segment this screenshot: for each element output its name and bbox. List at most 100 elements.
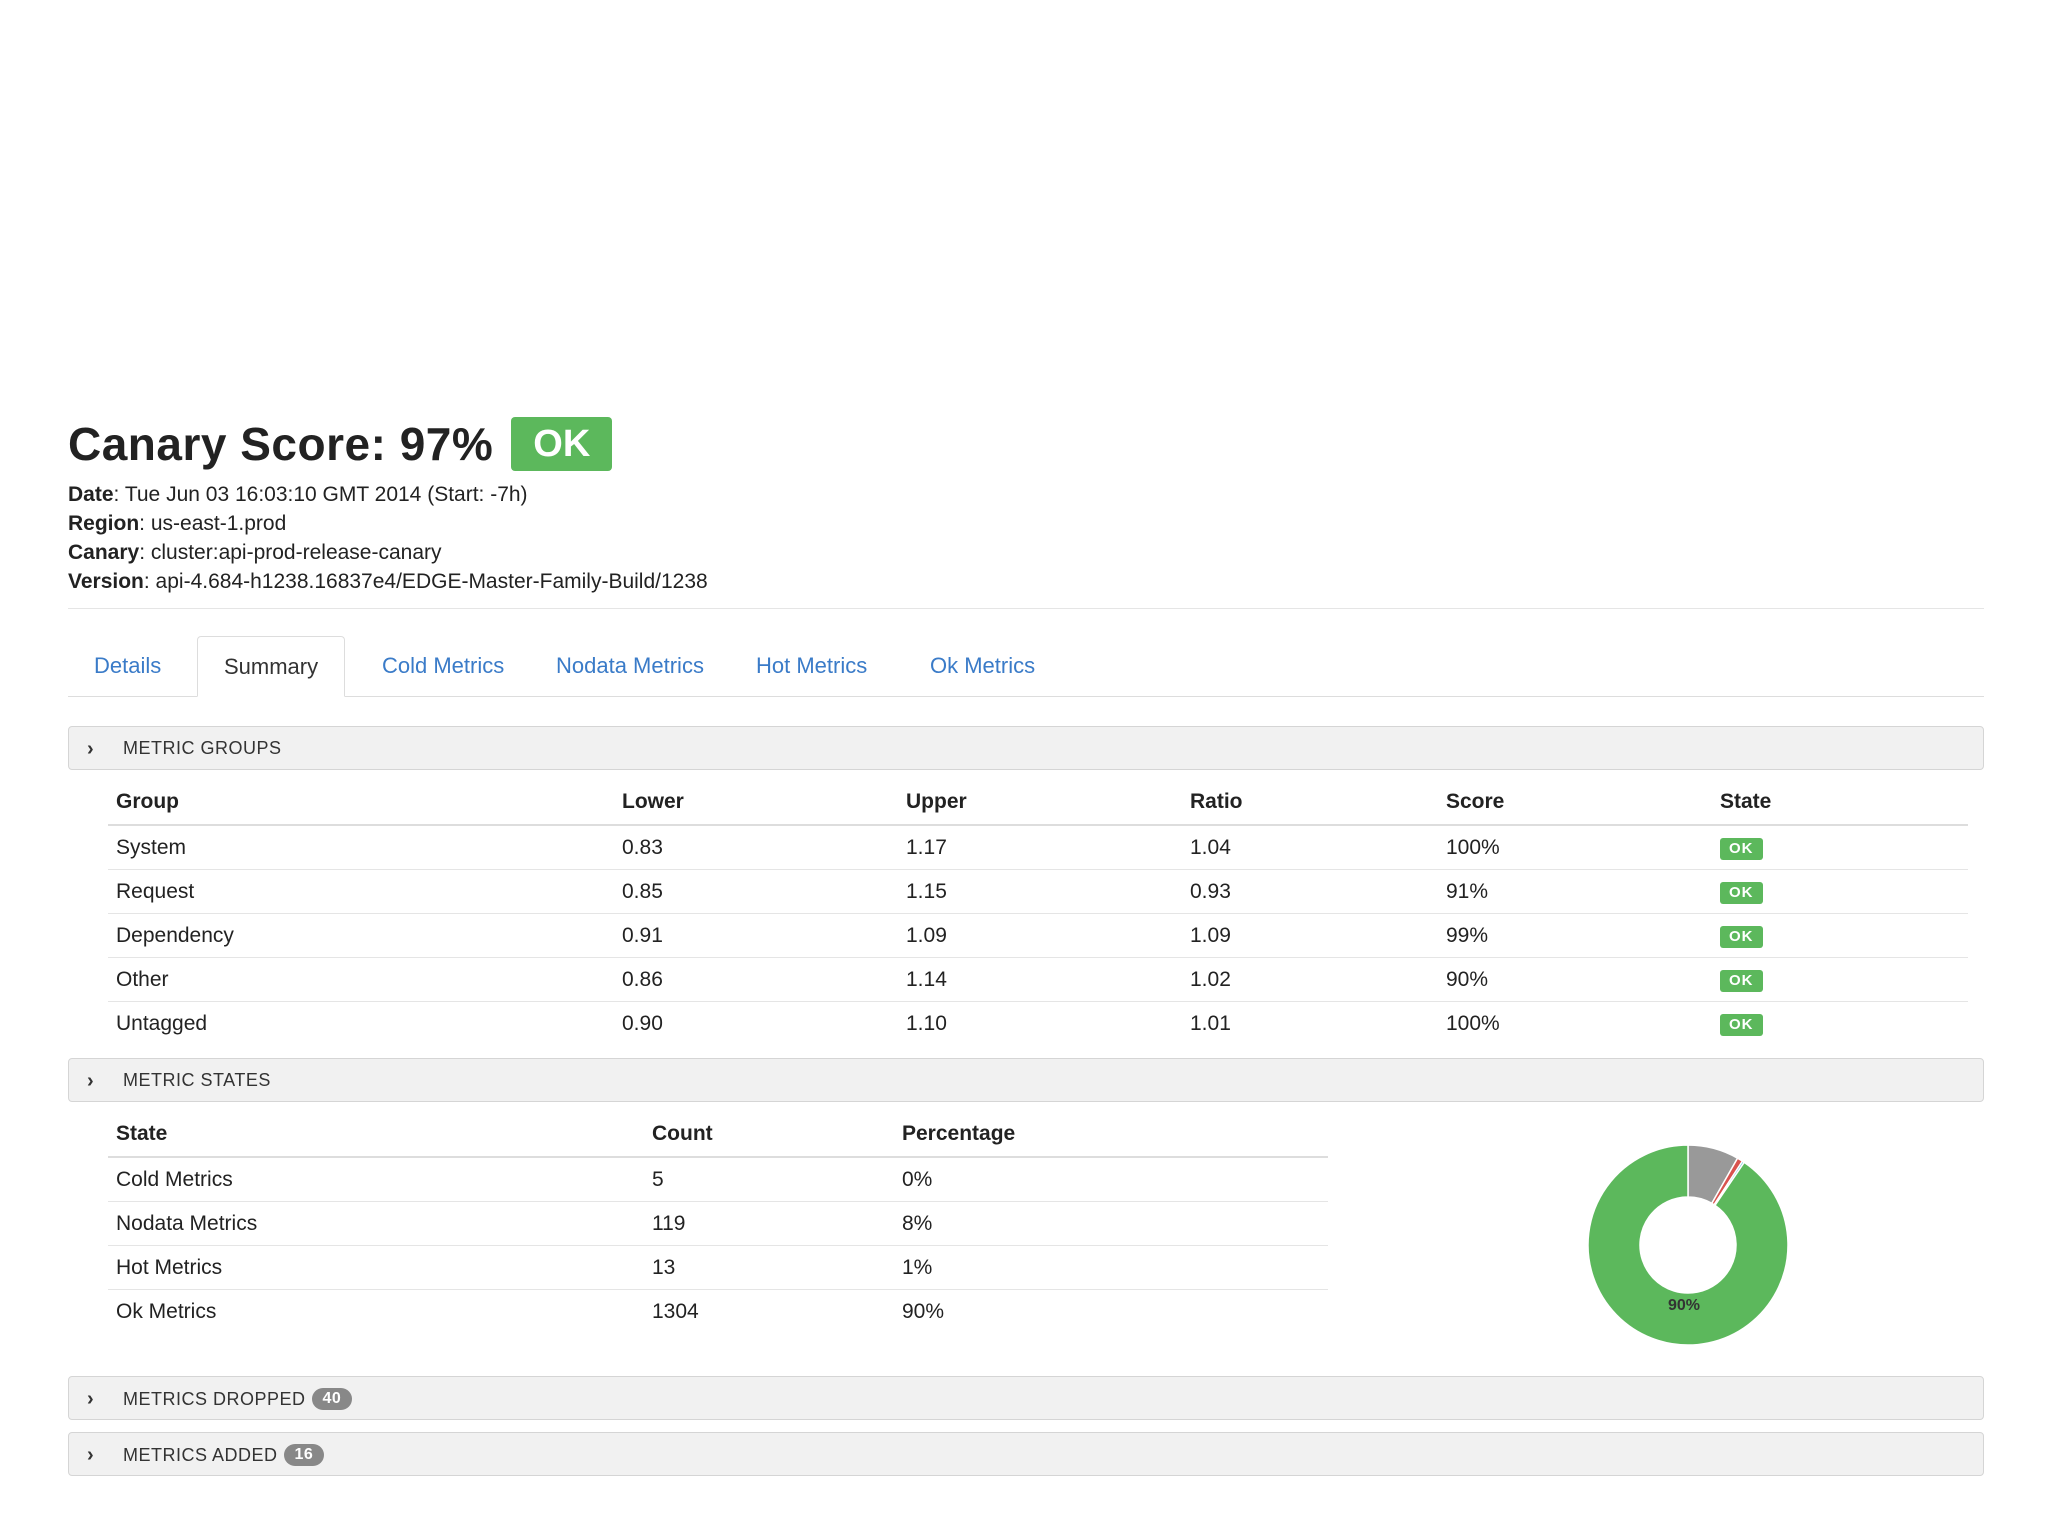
score-cell: 91%: [1438, 869, 1712, 914]
group-cell: Other: [108, 957, 614, 1002]
table-row: Hot Metrics 13 1%: [108, 1245, 1328, 1290]
table-row: Nodata Metrics 119 8%: [108, 1201, 1328, 1246]
percentage-cell: 8%: [894, 1201, 1328, 1246]
upper-cell: 1.09: [898, 913, 1182, 958]
count-cell: 119: [644, 1201, 894, 1246]
table-row: Other 0.86 1.14 1.02 90% OK: [108, 957, 1968, 1002]
column-header: Percentage: [894, 1112, 1328, 1158]
column-header: Upper: [898, 780, 1182, 826]
panel-title: METRICS DROPPED: [123, 1388, 306, 1409]
group-cell: Untagged: [116, 1011, 208, 1035]
tab-ok-metrics[interactable]: Ok Metrics: [930, 653, 1036, 678]
upper-cell: 1.15: [898, 869, 1182, 914]
percentage-cell: 1%: [894, 1245, 1328, 1290]
count-cell: 13: [644, 1245, 894, 1290]
meta-key: Version: [68, 570, 144, 593]
meta-value: api-4.684-h1238.16837e4/EDGE-Master-Fami…: [149, 570, 708, 593]
state-cell: OK: [1712, 825, 1968, 870]
table-header-row: Group Lower Upper Ratio Score State: [108, 780, 1968, 826]
status-badge: OK: [1720, 926, 1763, 948]
meta-key: Region: [68, 512, 140, 535]
state-cell: Nodata Metrics: [108, 1201, 644, 1246]
score-cell: 90%: [1438, 957, 1712, 1002]
metric-states-donut: 90%: [1587, 1144, 1789, 1346]
ratio-cell: 1.02: [1182, 957, 1438, 1002]
group-cell: System: [108, 825, 614, 870]
group-cell: Dependency: [108, 913, 614, 958]
percentage-cell: 0%: [894, 1157, 1328, 1202]
state-cell: OK: [1712, 913, 1968, 958]
column-header: Group: [108, 780, 614, 826]
report-meta: Date: Tue Jun 03 16:03:10 GMT 2014 (Star…: [68, 480, 708, 596]
metric-groups-table: Group Lower Upper Ratio Score State Syst…: [108, 780, 1968, 1045]
score-cell: 100%: [1438, 825, 1712, 870]
panel-title-group: METRICS DROPPED 40: [123, 1388, 353, 1410]
column-header: Score: [1438, 780, 1712, 826]
table-row: Untagged 0.90 1.10 1.01 100% OK: [108, 1002, 1968, 1046]
chevron-right-icon: ›: [87, 1444, 94, 1466]
lower-cell: 0.86: [614, 957, 898, 1002]
tab-hot-metrics[interactable]: Hot Metrics: [756, 653, 868, 678]
title-row: Canary Score: 97% OK: [68, 412, 613, 476]
ratio-cell: 1.09: [1182, 913, 1438, 958]
upper-cell: 1.17: [898, 825, 1182, 870]
upper-cell: 1.14: [898, 957, 1182, 1002]
table-row: Cold Metrics 5 0%: [108, 1157, 1328, 1202]
state-cell: OK: [1712, 869, 1968, 914]
status-badge: OK: [1720, 838, 1763, 860]
lower-cell: 0.85: [614, 869, 898, 914]
metric-states-panel-header[interactable]: › METRIC STATES: [68, 1058, 1984, 1102]
chevron-right-icon: ›: [87, 1388, 94, 1410]
meta-version: Version: api-4.684-h1238.16837e4/EDGE-Ma…: [68, 570, 708, 593]
percentage-cell: 90%: [902, 1299, 945, 1323]
slice-ok: [1587, 1144, 1789, 1346]
state-cell: Ok Metrics: [116, 1299, 217, 1323]
count-cell: 1304: [652, 1299, 699, 1323]
meta-date: Date: Tue Jun 03 16:03:10 GMT 2014 (Star…: [68, 483, 528, 506]
panel-title: METRIC STATES: [123, 1070, 271, 1090]
count-badge: 40: [311, 1388, 353, 1410]
upper-cell: 1.10: [906, 1011, 947, 1035]
ratio-cell: 1.04: [1182, 825, 1438, 870]
meta-value: cluster:api-prod-release-canary: [145, 541, 442, 564]
score-cell: 100%: [1446, 1011, 1500, 1035]
state-cell: OK: [1712, 957, 1968, 1002]
state-cell: Hot Metrics: [108, 1245, 644, 1290]
donut-percent-label: 90%: [1668, 1297, 1700, 1314]
ratio-cell: 1.01: [1190, 1011, 1231, 1035]
metrics-dropped-panel-header[interactable]: › METRICS DROPPED 40: [68, 1376, 1984, 1420]
lower-cell: 0.83: [614, 825, 898, 870]
header-divider: [68, 608, 1984, 609]
state-cell: OK: [1712, 1002, 1968, 1046]
column-header: Lower: [614, 780, 898, 826]
lower-cell: 0.91: [614, 913, 898, 958]
metrics-added-panel-header[interactable]: › METRICS ADDED 16: [68, 1432, 1984, 1476]
state-cell: Cold Metrics: [108, 1157, 644, 1202]
meta-value: Tue Jun 03 16:03:10 GMT 2014 (Start: -7h…: [119, 483, 528, 506]
table-row: System 0.83 1.17 1.04 100% OK: [108, 825, 1968, 870]
tab-details[interactable]: Details: [94, 653, 162, 678]
count-badge: 16: [283, 1444, 325, 1466]
canary-report: Canary Score: 97% OK Date: Tue Jun 03 16…: [68, 0, 1984, 1536]
metric-groups-panel-header[interactable]: › METRIC GROUPS: [68, 726, 1984, 770]
tab-nodata-metrics[interactable]: Nodata Metrics: [556, 653, 704, 678]
count-cell: 5: [644, 1157, 894, 1202]
column-header: State: [108, 1112, 644, 1158]
column-header: Ratio: [1182, 780, 1438, 826]
meta-region: Region: us-east-1.prod: [68, 512, 287, 535]
ratio-cell: 0.93: [1182, 869, 1438, 914]
table-row: Dependency 0.91 1.09 1.09 99% OK: [108, 913, 1968, 958]
page-title: Canary Score: 97%: [68, 418, 494, 470]
meta-canary: Canary: cluster:api-prod-release-canary: [68, 541, 442, 564]
table-header-row: State Count Percentage: [108, 1112, 1328, 1158]
meta-key: Date: [68, 483, 114, 506]
panel-title: METRIC GROUPS: [123, 738, 282, 758]
tab-cold-metrics[interactable]: Cold Metrics: [382, 653, 505, 678]
tab-summary[interactable]: Summary: [197, 636, 346, 697]
panel-title: METRICS ADDED: [123, 1444, 278, 1465]
status-badge: OK: [1720, 882, 1763, 904]
table-row: Request 0.85 1.15 0.93 91% OK: [108, 869, 1968, 914]
score-cell: 99%: [1438, 913, 1712, 958]
column-header: Count: [644, 1112, 894, 1158]
chevron-right-icon: ›: [87, 1070, 94, 1092]
